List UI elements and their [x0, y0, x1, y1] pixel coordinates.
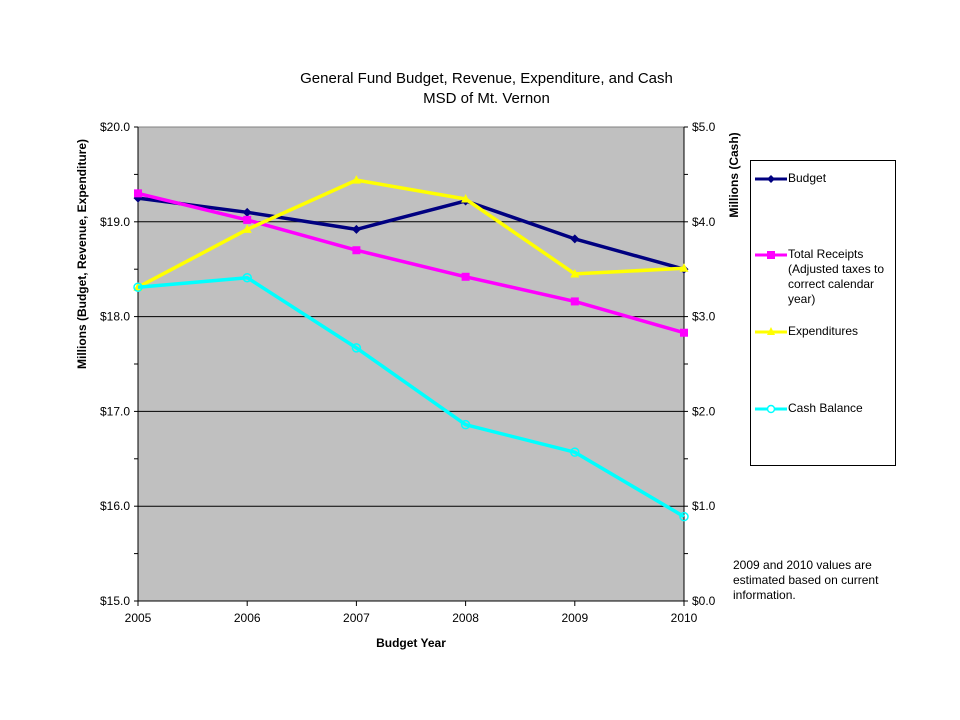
- legend-line: correct calendar: [788, 277, 875, 291]
- y-right-tick-label: $0.0: [692, 594, 716, 608]
- data-point-expenditures: [461, 194, 471, 203]
- y-right-tick-label: $1.0: [692, 499, 716, 513]
- y-axis-left-label: Millions (Budget, Revenue, Expenditure): [75, 138, 89, 370]
- plot-background: [137, 126, 685, 602]
- data-point-expenditures: [570, 268, 580, 278]
- y-right-tick-label: $2.0: [692, 404, 716, 418]
- y-left-tick-label: $17.0: [100, 404, 130, 418]
- data-point-expenditures: [242, 224, 252, 233]
- data-point-expenditures: [351, 175, 361, 184]
- y-axis-right-label: Millions (Cash): [727, 132, 741, 218]
- y-left-tick-label: $16.0: [100, 499, 130, 513]
- legend-line: Budget: [788, 171, 827, 185]
- series-line-budget: [137, 196, 685, 271]
- data-point-cash: [570, 447, 580, 457]
- legend-line: (Adjusted taxes to: [788, 262, 885, 276]
- y-right-tick-label: $5.0: [692, 120, 716, 134]
- data-point-budget: [351, 224, 361, 234]
- data-point-cash: [351, 343, 362, 353]
- chart-title: General Fund Budget, Revenue, Expenditur…: [300, 70, 673, 87]
- y-right-tick-label: $4.0: [692, 215, 716, 229]
- x-tick-label: 2009: [561, 611, 588, 625]
- data-point-cash: [133, 282, 143, 292]
- data-point-total: [243, 215, 252, 224]
- legend-label-total-receipts: Total Receipts (Adjusted taxes to correc…: [788, 247, 896, 307]
- y-left-tick-label: $19.0: [100, 215, 130, 229]
- series-line-cash: [137, 275, 685, 519]
- data-point-total: [461, 272, 470, 281]
- data-point-total: [680, 328, 688, 337]
- x-tick-label: 2007: [343, 611, 370, 625]
- x-tick-label: 2005: [125, 611, 152, 625]
- chart-subtitle: MSD of Mt. Vernon: [423, 90, 550, 107]
- y-left-tick-label: $18.0: [100, 310, 130, 324]
- x-tick-label: 2006: [234, 611, 261, 625]
- legend-label-budget: Budget: [788, 171, 896, 186]
- legend: Budget Total Receipts (Adjusted taxes to…: [750, 160, 896, 466]
- legend-line: Total Receipts: [788, 247, 864, 261]
- data-point-budget: [242, 207, 252, 217]
- data-point-total: [352, 246, 361, 255]
- legend-label-expenditures: Expenditures: [788, 324, 896, 339]
- x-tick-label: 2008: [452, 611, 479, 625]
- x-tick-label: 2010: [671, 611, 698, 625]
- y-right-tick-label: $3.0: [692, 310, 716, 324]
- y-left-tick-label: $20.0: [100, 120, 130, 134]
- legend-swatch-expenditures: [755, 327, 787, 335]
- data-point-cash: [242, 272, 252, 283]
- data-point-cash: [460, 419, 471, 430]
- legend-swatch-budget: [755, 175, 787, 183]
- data-point-cash: [679, 511, 689, 522]
- legend-line: Expenditures: [788, 324, 859, 338]
- legend-swatch-cash-balance: [755, 404, 787, 414]
- data-point-budget: [570, 234, 580, 244]
- legend-line: year): [788, 292, 816, 306]
- y-left-tick-label: $15.0: [100, 594, 130, 608]
- data-point-expenditures: [679, 263, 689, 272]
- legend-line: Cash Balance: [788, 401, 863, 415]
- x-axis-label: Budget Year: [376, 636, 446, 650]
- data-point-total: [134, 189, 142, 198]
- estimate-note: 2009 and 2010 values are estimated based…: [733, 558, 879, 602]
- series-line-expenditures: [137, 178, 685, 289]
- legend-label-cash-balance: Cash Balance: [788, 401, 896, 416]
- series-line-total: [137, 191, 685, 335]
- data-point-total: [570, 297, 579, 306]
- legend-swatch-total-receipts: [755, 251, 787, 259]
